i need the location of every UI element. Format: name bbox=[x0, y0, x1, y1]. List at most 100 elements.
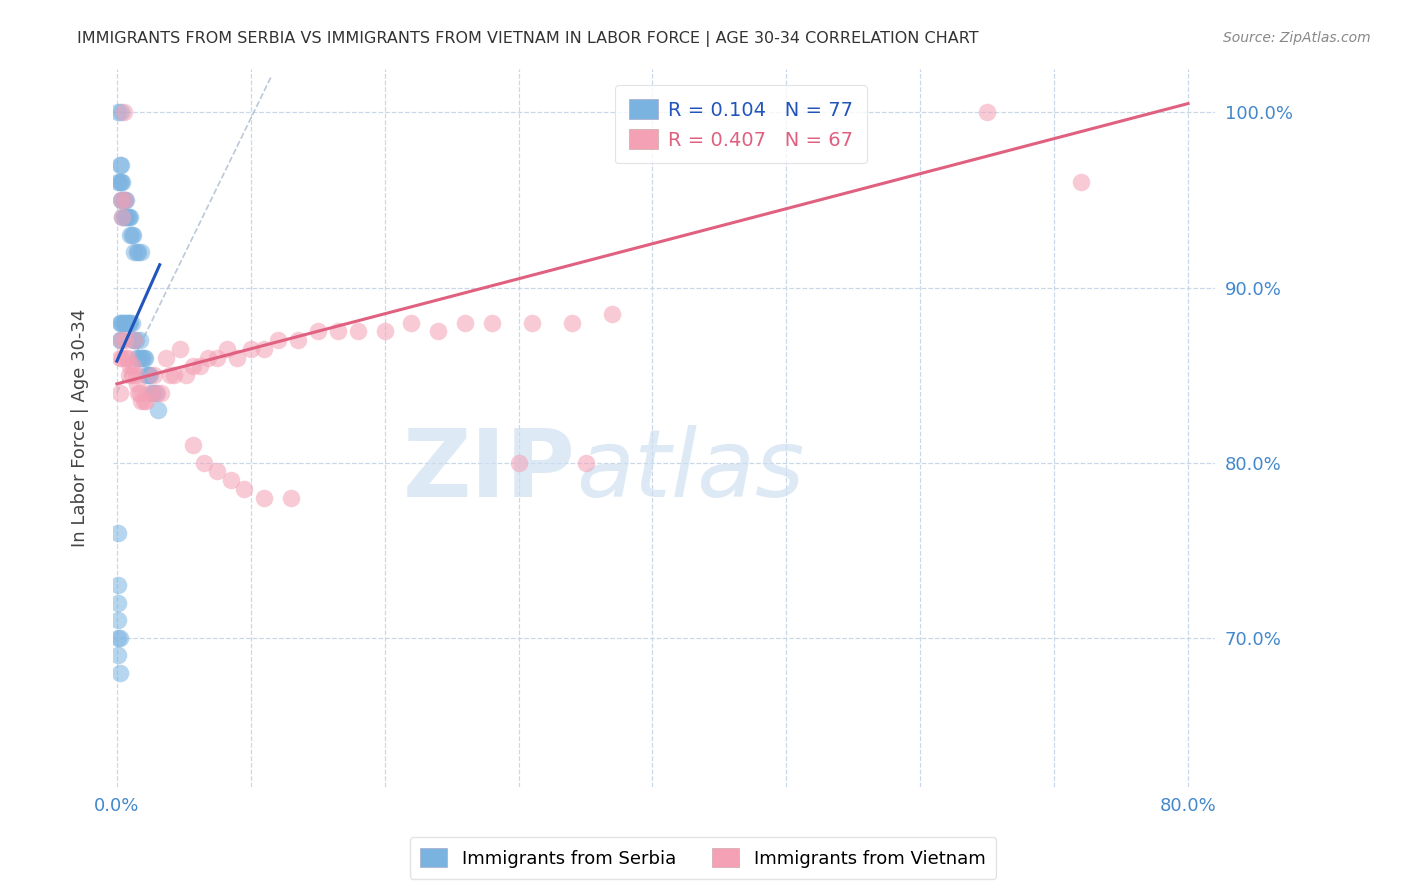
Point bbox=[138, 368, 160, 383]
Point bbox=[110, 316, 132, 330]
Point bbox=[520, 316, 543, 330]
Point bbox=[127, 245, 149, 260]
Point bbox=[226, 351, 249, 365]
Point bbox=[976, 105, 998, 120]
Point bbox=[181, 359, 204, 374]
Point bbox=[561, 316, 583, 330]
Point bbox=[127, 351, 149, 365]
Point bbox=[188, 359, 211, 374]
Point bbox=[120, 316, 142, 330]
Point bbox=[108, 158, 131, 172]
Point bbox=[107, 614, 129, 628]
Point bbox=[139, 385, 162, 400]
Point bbox=[124, 245, 146, 260]
Point bbox=[115, 211, 138, 225]
Point bbox=[508, 456, 530, 470]
Point bbox=[110, 175, 132, 189]
Point bbox=[347, 324, 370, 338]
Point bbox=[307, 324, 329, 338]
Point bbox=[454, 316, 477, 330]
Point bbox=[110, 333, 132, 347]
Point bbox=[110, 158, 132, 172]
Point bbox=[111, 211, 134, 225]
Point bbox=[326, 324, 349, 338]
Point bbox=[122, 359, 145, 374]
Point bbox=[124, 333, 146, 347]
Point bbox=[121, 368, 143, 383]
Point bbox=[219, 473, 242, 487]
Point bbox=[114, 211, 136, 225]
Point bbox=[110, 333, 132, 347]
Point bbox=[427, 324, 450, 338]
Point bbox=[110, 193, 132, 207]
Point bbox=[108, 316, 131, 330]
Point bbox=[107, 105, 129, 120]
Point bbox=[132, 394, 155, 409]
Point bbox=[193, 456, 215, 470]
Point bbox=[112, 193, 135, 207]
Point bbox=[142, 385, 165, 400]
Point bbox=[120, 227, 142, 242]
Point bbox=[118, 211, 141, 225]
Point bbox=[107, 648, 129, 663]
Point bbox=[108, 333, 131, 347]
Point bbox=[125, 351, 148, 365]
Point bbox=[129, 351, 152, 365]
Point bbox=[115, 193, 138, 207]
Point bbox=[128, 385, 150, 400]
Legend: Immigrants from Serbia, Immigrants from Vietnam: Immigrants from Serbia, Immigrants from … bbox=[409, 838, 997, 879]
Point bbox=[135, 394, 157, 409]
Point bbox=[207, 465, 229, 479]
Point bbox=[374, 324, 396, 338]
Point bbox=[117, 316, 139, 330]
Point bbox=[155, 351, 177, 365]
Point bbox=[107, 578, 129, 592]
Point bbox=[108, 385, 131, 400]
Point bbox=[118, 368, 141, 383]
Point bbox=[118, 316, 141, 330]
Point bbox=[253, 342, 276, 356]
Text: atlas: atlas bbox=[575, 425, 804, 516]
Point bbox=[600, 307, 623, 321]
Point bbox=[124, 333, 146, 347]
Text: ZIP: ZIP bbox=[402, 425, 575, 516]
Point bbox=[207, 351, 229, 365]
Point bbox=[114, 193, 136, 207]
Point bbox=[122, 333, 145, 347]
Point bbox=[107, 525, 129, 540]
Point bbox=[120, 211, 142, 225]
Point bbox=[169, 342, 191, 356]
Point bbox=[108, 175, 131, 189]
Point bbox=[111, 193, 134, 207]
Point bbox=[132, 351, 155, 365]
Point bbox=[114, 193, 136, 207]
Point bbox=[129, 245, 152, 260]
Point bbox=[115, 351, 138, 365]
Point bbox=[124, 368, 146, 383]
Point bbox=[120, 359, 142, 374]
Point bbox=[107, 175, 129, 189]
Point bbox=[143, 368, 166, 383]
Point bbox=[125, 376, 148, 391]
Point bbox=[107, 596, 129, 610]
Point bbox=[112, 316, 135, 330]
Text: IMMIGRANTS FROM SERBIA VS IMMIGRANTS FROM VIETNAM IN LABOR FORCE | AGE 30-34 COR: IMMIGRANTS FROM SERBIA VS IMMIGRANTS FRO… bbox=[77, 31, 979, 47]
Y-axis label: In Labor Force | Age 30-34: In Labor Force | Age 30-34 bbox=[72, 309, 89, 547]
Point bbox=[110, 105, 132, 120]
Point bbox=[139, 368, 162, 383]
Point bbox=[266, 333, 288, 347]
Point bbox=[114, 316, 136, 330]
Point bbox=[148, 403, 170, 417]
Legend: R = 0.104   N = 77, R = 0.407   N = 67: R = 0.104 N = 77, R = 0.407 N = 67 bbox=[616, 86, 866, 163]
Point bbox=[121, 316, 143, 330]
Point bbox=[131, 351, 153, 365]
Point bbox=[115, 316, 138, 330]
Point bbox=[233, 482, 256, 496]
Point bbox=[181, 438, 204, 452]
Point bbox=[111, 351, 134, 365]
Point bbox=[117, 211, 139, 225]
Point bbox=[134, 351, 156, 365]
Point bbox=[111, 211, 134, 225]
Point bbox=[145, 385, 167, 400]
Point bbox=[125, 245, 148, 260]
